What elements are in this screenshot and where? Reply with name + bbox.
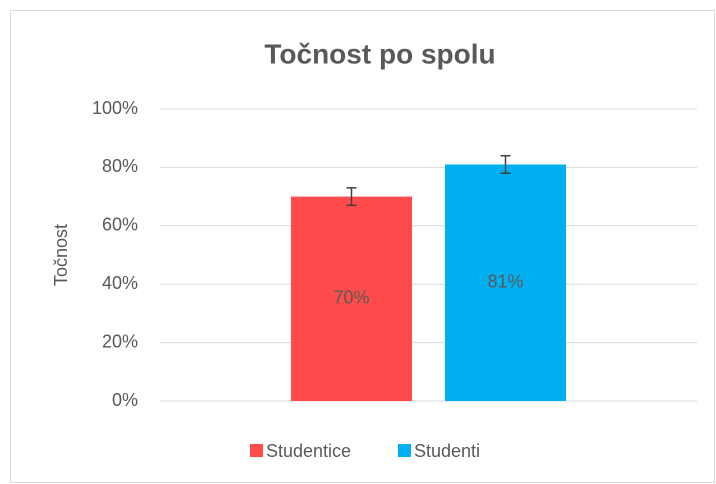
y-tick-label: 0%: [112, 390, 138, 410]
chart-title: Točnost po spolu: [264, 38, 495, 69]
y-tick-label: 20%: [102, 331, 138, 351]
legend-label: Studentice: [266, 441, 351, 461]
y-tick-label: 100%: [92, 98, 138, 118]
legend-swatch: [250, 444, 263, 457]
y-tick-label: 80%: [102, 156, 138, 176]
legend-label: Studenti: [414, 441, 480, 461]
y-tick-label: 40%: [102, 273, 138, 293]
bar: [445, 164, 566, 401]
y-tick-label: 60%: [102, 215, 138, 235]
bar: [291, 196, 412, 401]
legend-swatch: [398, 444, 411, 457]
y-axis-label: Točnost: [51, 224, 71, 286]
data-label: 81%: [487, 271, 523, 291]
data-label: 70%: [333, 288, 369, 308]
